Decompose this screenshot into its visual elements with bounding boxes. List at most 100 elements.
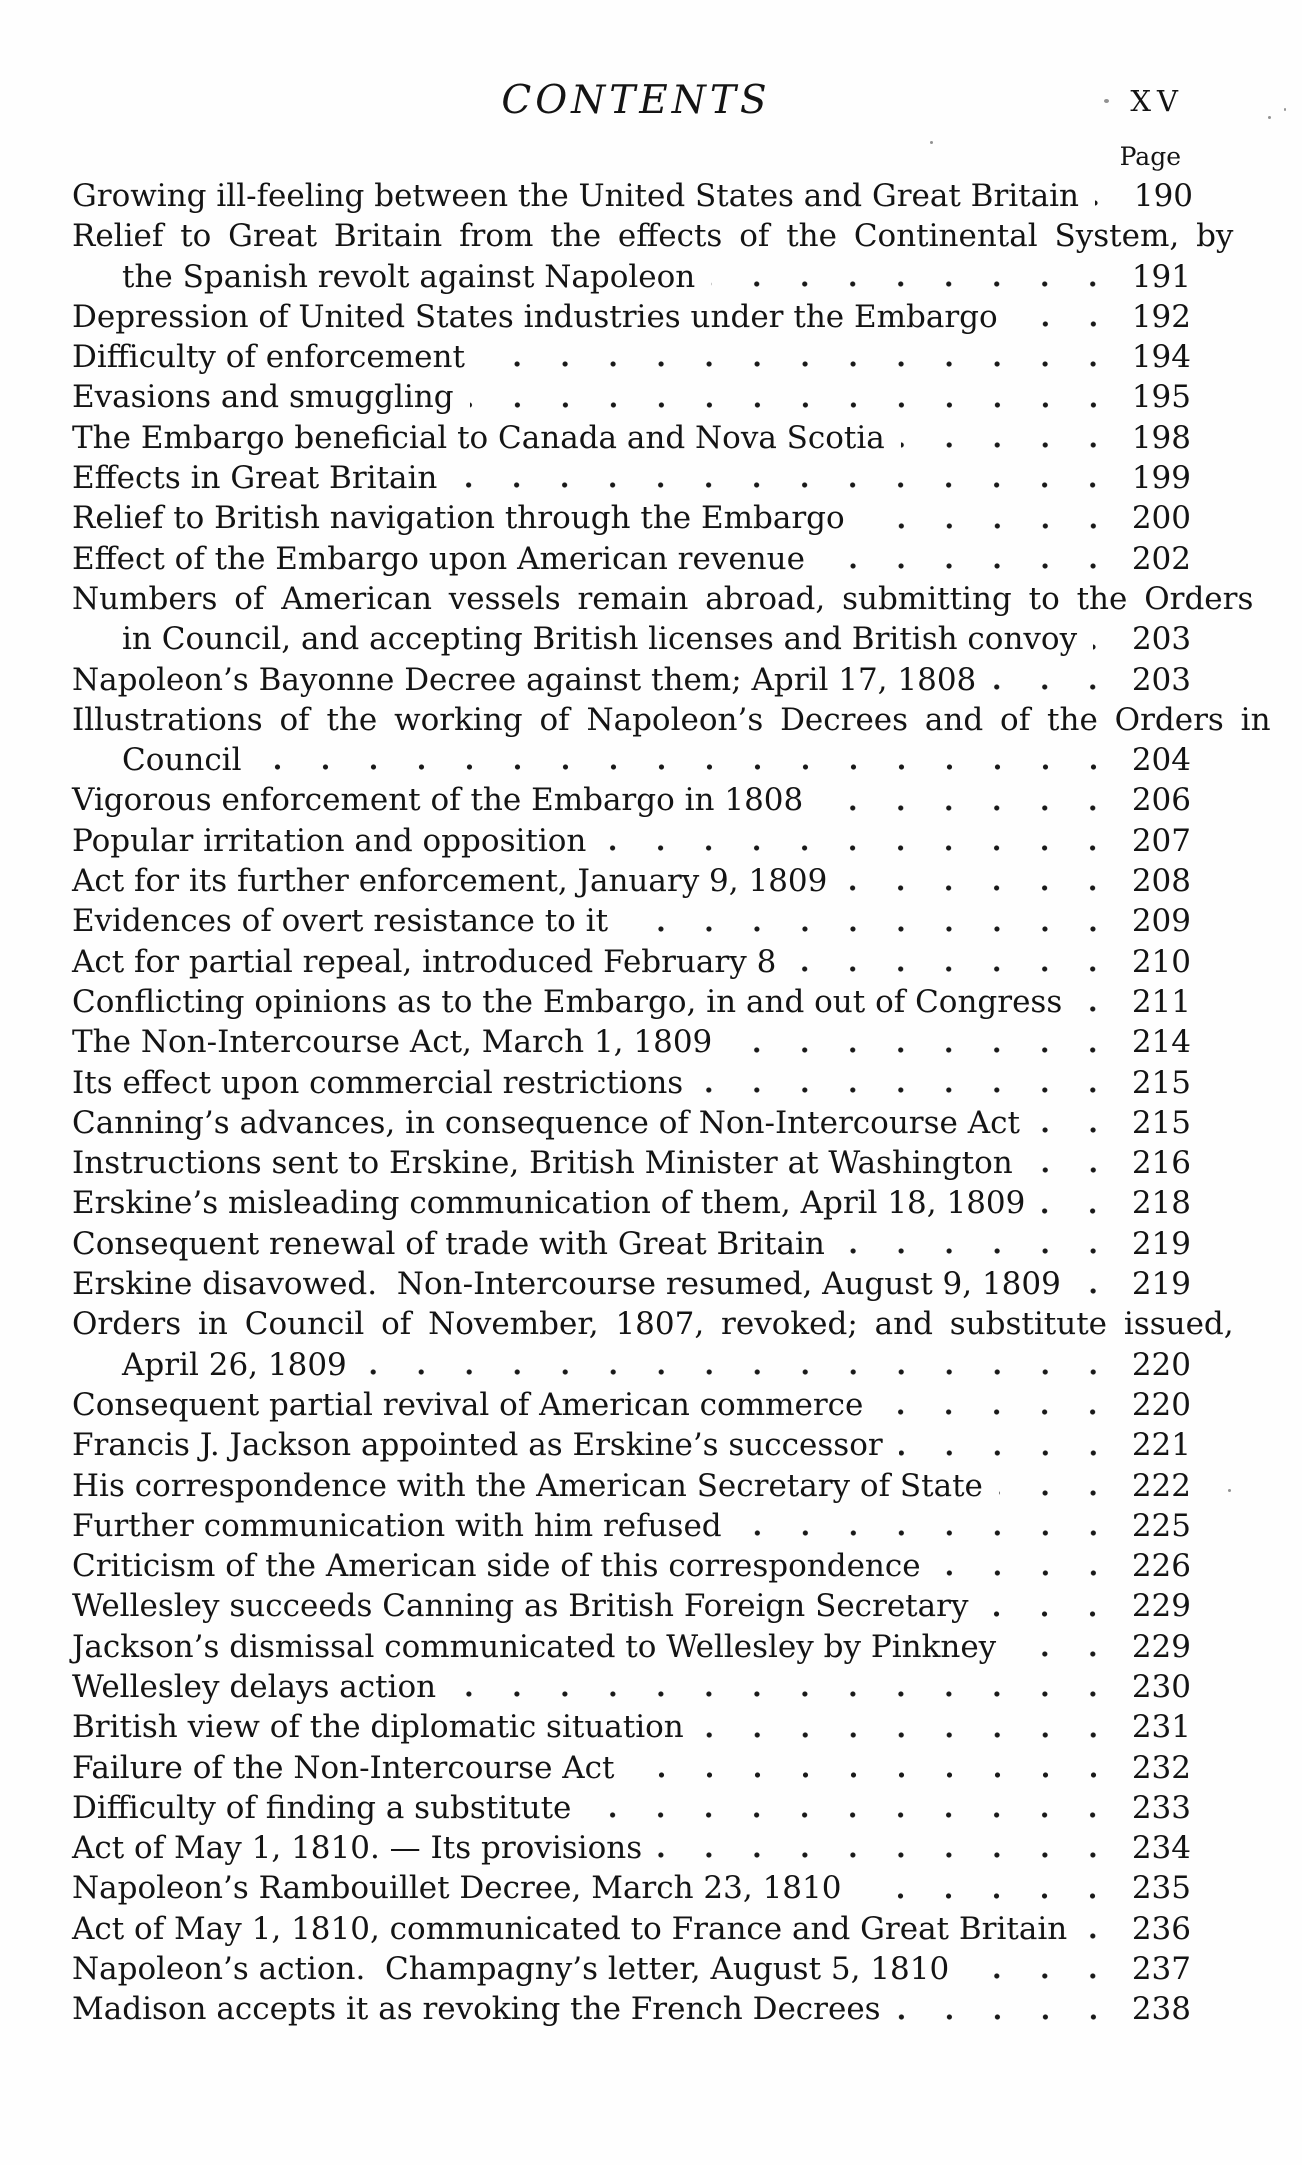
dot-leader xyxy=(587,1787,1123,1829)
dot-leader xyxy=(900,417,1123,459)
toc-line: Evidences of overt resistance to it 209 xyxy=(72,901,1191,942)
toc-entry-text: Evidences of overt resistance to it xyxy=(72,903,609,940)
toc-entry-text: Orders in Council of November, 1807, rev… xyxy=(72,1306,1234,1343)
toc-entry-text: Consequent renewal of trade with Great B… xyxy=(72,1225,825,1262)
toc-page-number: 215 xyxy=(1131,1064,1191,1101)
toc-line: Jackson’s dismissal communicated to Well… xyxy=(72,1626,1191,1667)
toc-page-number: 202 xyxy=(1131,540,1191,577)
toc-entry-text: in Council, and accepting British licens… xyxy=(122,621,1078,658)
dot-leader xyxy=(843,861,1123,902)
toc-entry-text: Its effect upon commercial restrictions xyxy=(72,1064,684,1101)
dot-leader xyxy=(857,1868,1123,1909)
toc-entry-text: Wellesley succeeds Canning as British Fo… xyxy=(72,1588,969,1625)
toc-page-number: 203 xyxy=(1131,621,1192,658)
toc-entry-text: Evasions and smuggling xyxy=(72,379,454,416)
toc-line: Instructions sent to Erskine, British Mi… xyxy=(72,1143,1191,1184)
dot-leader xyxy=(936,1546,1123,1587)
toc-page-number: 216 xyxy=(1131,1145,1191,1182)
toc-line: Act of May 1, 1810, communicated to Fran… xyxy=(72,1908,1191,1950)
toc-entry-text: Erskine disavowed. Non-Intercourse resum… xyxy=(72,1266,1061,1303)
toc-line: Further communication with him refused 22… xyxy=(72,1505,1191,1547)
dot-leader xyxy=(820,538,1123,579)
toc-line: Erskine disavowed. Non-Intercourse resum… xyxy=(72,1264,1191,1305)
toc-page-number: 204 xyxy=(1131,742,1191,779)
toc-entry-text: His correspondence with the American Sec… xyxy=(72,1467,983,1504)
toc-line: Its effect upon commercial restrictions 2… xyxy=(72,1062,1191,1103)
scan-speck xyxy=(1284,108,1286,111)
dot-leader xyxy=(1013,296,1123,338)
toc-page-number: 233 xyxy=(1131,1789,1191,1826)
toc-line: Depression of United States industries u… xyxy=(72,296,1191,338)
toc-entry-text: Act of May 1, 1810. — Its provisions xyxy=(72,1830,643,1867)
toc-page-number: 207 xyxy=(1131,822,1191,859)
toc-entry-text: Failure of the Non-Intercourse Act xyxy=(72,1749,615,1786)
toc-page-number: 203 xyxy=(1131,661,1191,698)
toc-line: His correspondence with the American Sec… xyxy=(72,1465,1191,1506)
toc-entry-text: Difficulty of enforcement xyxy=(72,339,465,376)
toc-entry-text: The Non-Intercourse Act, March 1, 1809 xyxy=(72,1024,713,1061)
toc-line: Consequent renewal of trade with Great B… xyxy=(72,1223,1191,1265)
toc-entry-text: Wellesley delays action xyxy=(72,1668,437,1705)
toc-page-number: 200 xyxy=(1131,500,1191,537)
dot-leader xyxy=(658,1828,1123,1869)
toc-line: Difficulty of finding a substitute 233 xyxy=(72,1787,1191,1829)
dot-leader xyxy=(879,1384,1123,1426)
toc-line: Act for its further enforcement, January… xyxy=(72,861,1191,902)
scan-speck xyxy=(930,141,933,144)
toc-line: Erskine’s misleading communication of th… xyxy=(72,1183,1191,1224)
toc-page-number: 214 xyxy=(1131,1024,1191,1061)
dot-leader xyxy=(840,1223,1123,1265)
toc-page-number: 230 xyxy=(1131,1668,1191,1705)
toc-entry-text: Napoleon’s Rambouillet Decree, March 23,… xyxy=(72,1870,842,1907)
toc-line: Failure of the Non-Intercourse Act 232 xyxy=(72,1747,1191,1788)
toc-line: April 26, 1809 220 xyxy=(72,1344,1191,1385)
dot-leader xyxy=(792,941,1123,982)
toc-page-number: 222 xyxy=(1131,1467,1191,1504)
toc-line: The Embargo beneficial to Canada and Nov… xyxy=(72,417,1191,459)
toc-entry-text: Numbers of American vessels remain abroa… xyxy=(72,580,1254,617)
toc-line: Illustrations of the working of Napoleon… xyxy=(72,700,1271,740)
toc-page-number: 229 xyxy=(1131,1588,1191,1625)
dot-leader xyxy=(992,659,1123,700)
toc-line: Difficulty of enforcement 194 xyxy=(72,337,1191,378)
toc-page-number: 221 xyxy=(1131,1427,1191,1464)
toc-page-number: 238 xyxy=(1131,1991,1191,2028)
dot-leader xyxy=(1093,619,1124,660)
toc-line: Relief to Great Britain from the effects… xyxy=(72,216,1233,256)
toc-line: Act of May 1, 1810. — Its provisions 234 xyxy=(72,1828,1191,1869)
toc-entry-text: Effects in Great Britain xyxy=(72,460,438,497)
dot-leader xyxy=(1095,176,1126,217)
toc-entry-text: Effect of the Embargo upon American reve… xyxy=(72,540,805,577)
toc-entry-text: Madison accepts it as revoking the Frenc… xyxy=(72,1991,881,2028)
toc-line: Napoleon’s action. Champagny’s letter, A… xyxy=(72,1949,1191,1990)
page-column-label: Page xyxy=(1119,142,1181,171)
toc-entry-text: Act for partial repeal, introduced Febru… xyxy=(72,943,777,980)
toc-entry-text: the Spanish revolt against Napoleon xyxy=(122,258,696,295)
dot-leader xyxy=(452,1666,1123,1708)
dot-leader xyxy=(896,1989,1123,2030)
toc-entry-text: Growing ill-feeling between the United S… xyxy=(72,178,1080,214)
toc-page-number: 226 xyxy=(1131,1548,1191,1585)
toc-line: Wellesley delays action 230 xyxy=(72,1666,1191,1708)
toc-line: the Spanish revolt against Napoleon 191 xyxy=(72,256,1191,297)
folio-number: XV xyxy=(1130,84,1184,118)
toc-page-number: 231 xyxy=(1131,1709,1191,1746)
toc-entry-text: Depression of United States industries u… xyxy=(72,298,998,335)
dot-leader xyxy=(480,337,1123,378)
toc-entry-text: Consequent partial revival of American c… xyxy=(72,1386,864,1423)
toc-page-number: 236 xyxy=(1131,1910,1191,1947)
toc-page-number: 208 xyxy=(1131,863,1191,900)
toc-page-number: 225 xyxy=(1131,1507,1191,1544)
page-title: CONTENTS xyxy=(501,78,771,123)
toc-page-number: 190 xyxy=(1133,178,1194,214)
toc-line: Growing ill-feeling between the United S… xyxy=(72,176,1194,217)
toc-line: Criticism of the American side of this c… xyxy=(72,1546,1191,1587)
scan-speck xyxy=(1104,99,1109,103)
dot-leader xyxy=(699,1707,1123,1748)
toc-entry-text: Further communication with him refused xyxy=(72,1507,722,1544)
toc-list: Growing ill-feeling between the United S… xyxy=(72,176,1271,2030)
toc-page-number: 194 xyxy=(1131,339,1191,376)
toc-entry-text: Napoleon’s action. Champagny’s letter, A… xyxy=(72,1951,950,1988)
toc-page-number: 210 xyxy=(1131,943,1191,980)
